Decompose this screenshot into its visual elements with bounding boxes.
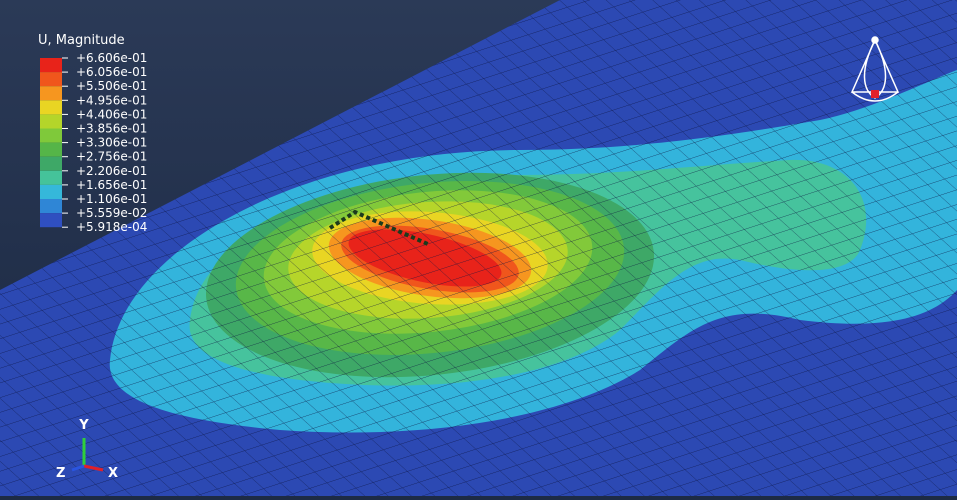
legend-swatch [40,72,62,86]
legend-swatch [40,171,62,185]
legend-label: +5.559e-02 [76,206,147,220]
legend-label: +4.406e-01 [76,107,147,121]
legend-label: +5.918e-04 [76,220,147,234]
legend-label: +4.956e-01 [76,93,147,107]
axis-label: Y [78,418,89,433]
legend-swatch [40,129,62,143]
legend-label: +1.656e-01 [76,178,147,192]
legend-swatch [40,86,62,100]
legend-label: +2.756e-01 [76,150,147,164]
legend-label: +5.506e-01 [76,79,147,93]
legend-swatch [40,114,62,128]
legend-label: +1.106e-01 [76,192,147,206]
legend-swatch [40,143,62,157]
legend-label: +3.306e-01 [76,136,147,150]
legend: U, Magnitude +6.606e-01+6.056e-01+5.506e… [38,33,147,234]
axis-label: X [108,466,118,481]
legend-label: +2.206e-01 [76,164,147,178]
axis-label: Z [56,466,65,481]
legend-swatch [40,58,62,72]
legend-swatch [40,100,62,114]
legend-swatch [40,213,62,227]
legend-label: +6.056e-01 [76,65,147,79]
legend-label: +3.856e-01 [76,122,147,136]
legend-label: +6.606e-01 [76,51,147,65]
legend-swatch [40,157,62,171]
viewport: U, Magnitude +6.606e-01+6.056e-01+5.506e… [0,0,957,496]
legend-title: U, Magnitude [38,33,125,48]
legend-swatch [40,185,62,199]
legend-swatch [40,199,62,213]
